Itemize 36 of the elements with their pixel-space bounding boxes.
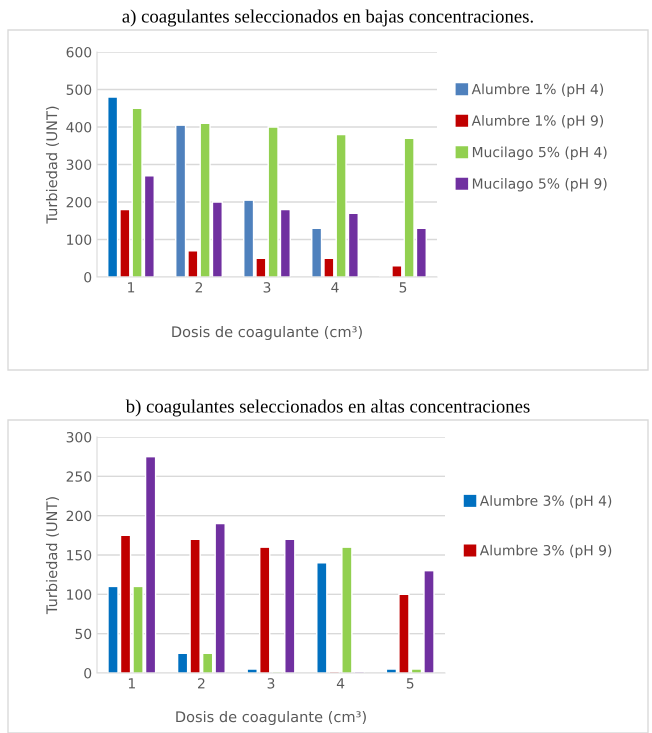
legend-label: Alumbre 1% (pH 9) bbox=[472, 115, 604, 128]
y-tick-label: 150 bbox=[67, 550, 92, 560]
legend-label: Mucilago 5% (pH 9) bbox=[472, 178, 607, 192]
y-tick-label: 50 bbox=[76, 628, 92, 640]
y-axis-title: Turbiedad (UNT) bbox=[46, 497, 59, 614]
legend-label: Mucilago 5% (pH 4) bbox=[472, 146, 607, 160]
x-tick-label: 4 bbox=[331, 282, 339, 292]
x-tick-label: 1 bbox=[128, 678, 135, 688]
y-tick-label: 300 bbox=[66, 159, 92, 170]
y-tick-label: 300 bbox=[66, 432, 92, 442]
x-tick-label: 3 bbox=[268, 678, 274, 689]
y-tick-label: 0 bbox=[84, 668, 92, 678]
y-tick-label: 0 bbox=[84, 272, 92, 282]
y-tick-label: 500 bbox=[66, 84, 92, 95]
x-axis-title: Dosis de coagulante (cm³) bbox=[172, 326, 362, 340]
x-tick-label: 4 bbox=[336, 678, 344, 688]
chart-title: b) coagulantes seleccionados en altas concentraciones bbox=[126, 399, 530, 417]
x-tick-label: 2 bbox=[198, 678, 204, 688]
y-tick-label: 600 bbox=[66, 46, 92, 58]
x-tick-label: 5 bbox=[406, 678, 414, 689]
x-tick-label: 5 bbox=[400, 282, 406, 293]
x-tick-label: 2 bbox=[196, 282, 202, 292]
x-tick-label: 3 bbox=[264, 282, 270, 293]
y-axis-title: Turbiedad (UNT) bbox=[46, 106, 59, 224]
y-tick-label: 200 bbox=[66, 510, 92, 522]
legend-label: Alumbre 3% (pH 9) bbox=[480, 544, 612, 558]
chart-title: a) coagulantes seleccionados en bajas concentraciones. bbox=[122, 9, 533, 27]
legend-label: Alumbre 1% (pH 4) bbox=[472, 84, 604, 97]
y-tick-label: 250 bbox=[66, 471, 92, 482]
y-tick-label: 100 bbox=[67, 234, 92, 245]
legend-label: Alumbre 3% (pH 4) bbox=[480, 495, 612, 509]
x-tick-label: 1 bbox=[128, 282, 134, 292]
x-axis-title: Dosis de coagulante (cm³) bbox=[176, 710, 366, 726]
y-tick-label: 400 bbox=[66, 122, 92, 132]
y-tick-label: 100 bbox=[67, 589, 92, 600]
y-tick-label: 200 bbox=[66, 196, 92, 208]
